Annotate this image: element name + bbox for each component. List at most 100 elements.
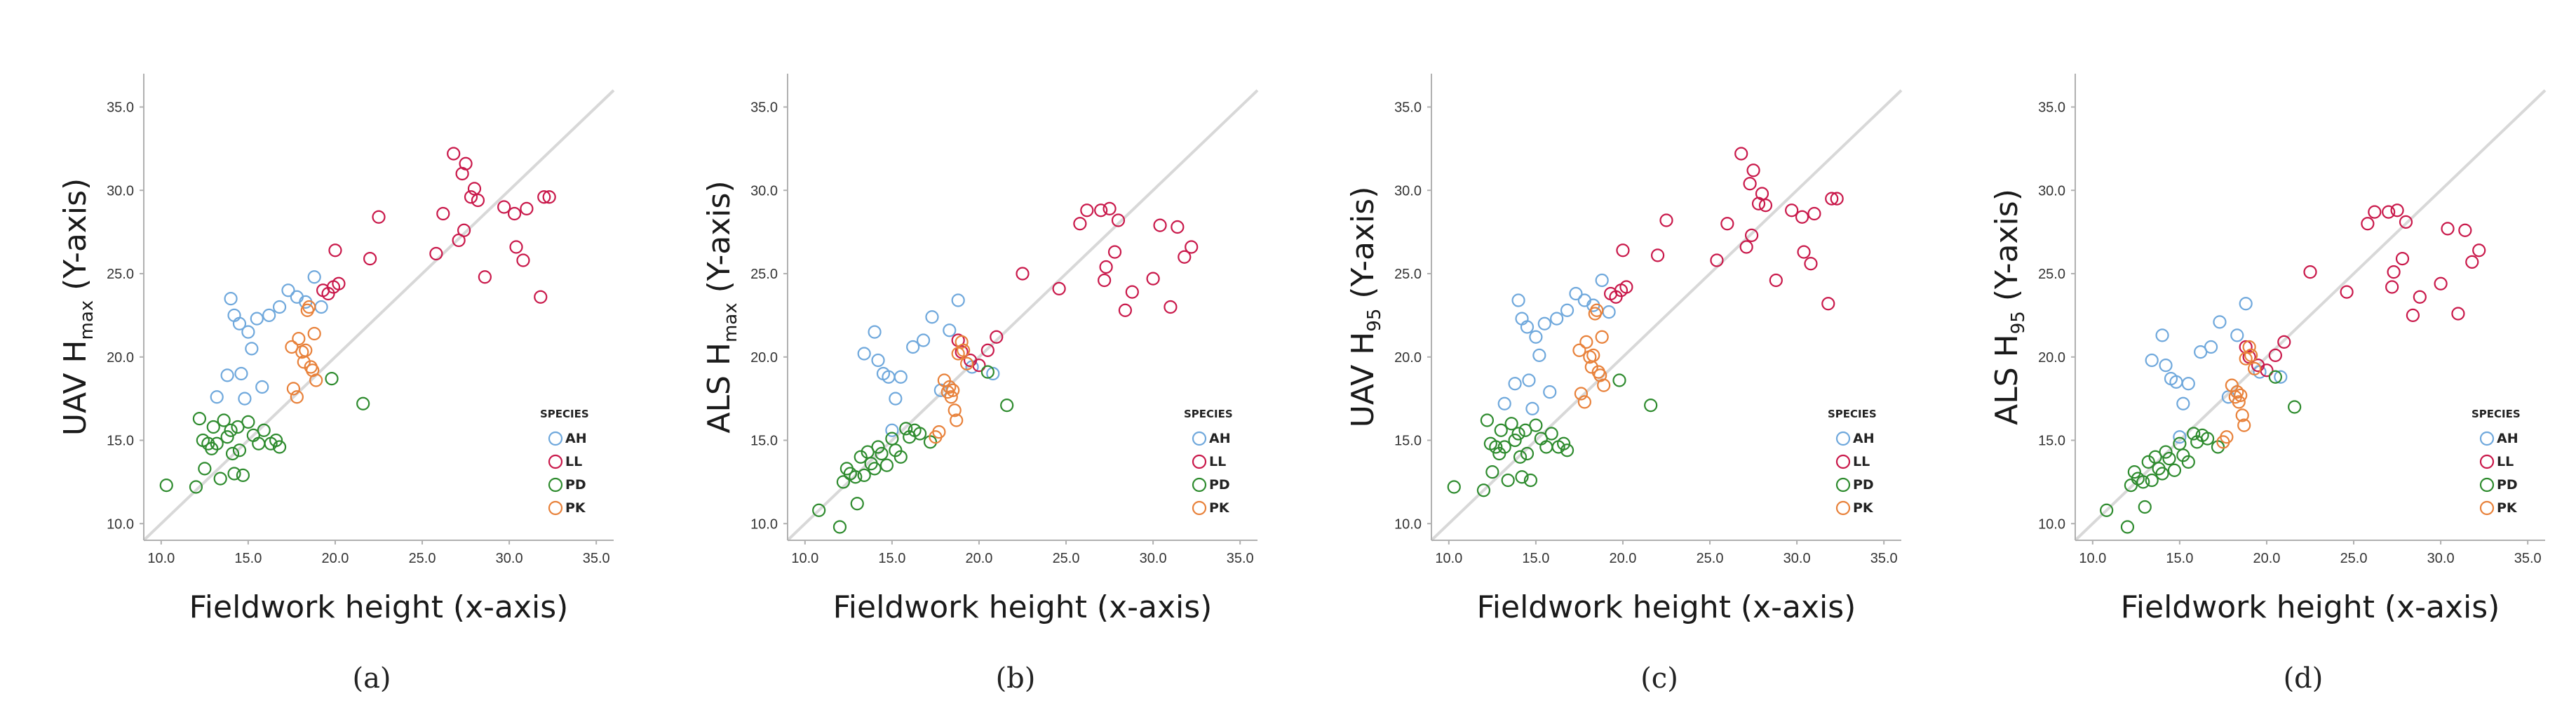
series-LL [2239,203,2486,377]
data-point-ll [1825,192,1839,206]
data-point-pd [1504,417,1518,431]
data-point-pd [2120,520,2135,534]
data-point-ah [893,370,908,384]
data-point-pk [2244,348,2258,362]
data-point-pd [836,475,851,489]
data-point-pd [875,446,889,461]
data-point-ah [1537,316,1551,330]
data-point-ah [925,310,939,324]
y-tick-label: 25.0 [750,267,778,282]
data-point-ll [447,147,461,161]
data-point-pd [1000,399,1014,413]
legend-label-ah: AH [2497,431,2518,446]
x-tick-label: 10.0 [2079,551,2106,566]
data-point-pd [912,427,927,441]
x-tick-label: 20.0 [1609,551,1636,566]
data-point-ll [2441,222,2455,236]
series-AH [857,293,1000,437]
data-point-ah [250,312,264,326]
panel-caption: (a) [352,662,391,695]
legend-marker-ah [2479,431,2495,446]
data-point-ll [2361,217,2375,231]
y-tick-label: 35.0 [1394,100,1422,116]
x-tick-label: 20.0 [321,551,349,566]
data-point-ah [2239,297,2253,311]
data-point-ah [307,270,321,284]
data-point-ll [1821,297,1835,311]
data-point-pd [812,503,826,517]
y-axis-label-subscript: max [720,302,741,342]
y-axis-label-tail: (Y-axis) [1345,187,1381,309]
data-point-ll [2277,335,2291,349]
legend: SPECIES AH LL PD PK [2472,408,2521,516]
data-point-ll [990,330,1004,344]
data-point-ll [1720,217,1734,231]
x-tick-label: 30.0 [496,551,523,566]
data-point-ll [1098,273,1112,288]
data-point-ah [871,353,885,368]
y-axis-label-subscript: 95 [2008,311,2029,334]
x-axis-label: Fieldwork height (x-axis) [833,589,1213,625]
data-point-ll [1185,240,1199,254]
x-tick-label: 10.0 [147,551,175,566]
reference-line [142,89,615,542]
data-point-ll [1099,260,1113,274]
data-point-ll [459,156,473,171]
data-point-pd [2187,427,2201,441]
y-axis-label-subscript: max [76,300,97,340]
data-point-pd [2268,370,2282,384]
data-point-ah [2155,328,2169,342]
legend-label-pd: PD [1853,477,1874,493]
data-point-pd [2167,463,2182,477]
y-tick-label: 20.0 [750,350,778,366]
series-PK [1572,303,1611,409]
data-point-ll [980,343,994,357]
data-point-ah [1595,273,1609,288]
reference-line [2074,89,2547,542]
legend-title: SPECIES [2472,408,2521,420]
data-point-ah [857,347,871,361]
data-point-ll [1744,228,1759,242]
data-point-pk [292,332,306,346]
y-axis-label: ALS Hmax (Y-axis) [701,180,741,433]
data-point-ah [1602,305,1616,319]
data-point-ll [363,252,377,266]
legend-marker-pk [548,500,563,516]
data-point-ll [429,246,443,261]
data-point-pd [2200,432,2215,446]
data-point-pk [959,356,974,370]
x-tick-label: 30.0 [1783,551,1811,566]
data-point-pk [1577,395,1591,409]
data-point-pd [224,423,238,437]
data-point-pd [2127,465,2141,479]
data-point-ah [2173,430,2187,444]
scatter-plot: 10.0 15.0 20.0 25.0 30.0 35.0 10.0 15.0 20.0 25.0… [1989,74,2547,695]
panel-caption: (c) [1640,662,1678,695]
data-point-ll [1797,245,1811,259]
data-point-ah [943,323,957,338]
data-point-ll [464,190,478,204]
series-PK [929,335,974,444]
chart-panel-a: 10.0 15.0 20.0 25.0 30.0 35.0 10.0 15.0 20.0 25.0… [0,0,644,715]
series-PD [1447,373,1658,497]
data-point-ah [232,316,247,330]
panel-caption: (d) [2284,662,2324,695]
data-point-ll [1746,163,1760,178]
y-axis-label-main: ALS H [1989,334,2025,425]
y-axis-label: ALS H95 (Y-axis) [1989,189,2029,425]
data-point-ll [1080,203,1094,218]
data-point-ah [986,366,1000,381]
data-point-pd [1515,470,1529,484]
x-tick-label: 20.0 [965,551,992,566]
data-point-pk [1590,303,1604,317]
data-point-ll [332,276,346,290]
scatter-plot: 10.0 15.0 20.0 25.0 30.0 35.0 10.0 15.0 20.0 25.0… [1345,74,1903,695]
data-point-pd [1485,465,1499,479]
data-point-pd [257,423,271,437]
y-tick-label: 15.0 [750,434,778,449]
y-tick-label: 35.0 [2038,100,2065,116]
data-point-ah [1569,286,1583,301]
legend-marker-ll [2479,454,2495,469]
data-point-pd [1476,483,1491,497]
